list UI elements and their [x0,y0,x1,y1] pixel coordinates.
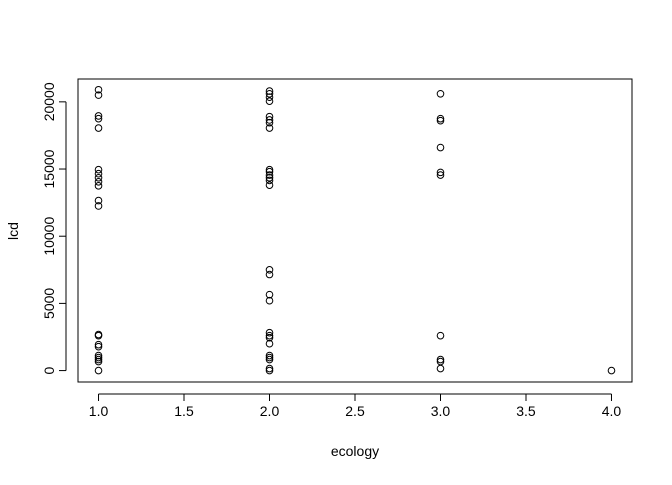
point [265,176,274,185]
x-axis-label: ecology [331,443,379,459]
point [607,366,616,375]
point [265,97,274,105]
plot-box [77,78,633,383]
point [436,116,445,125]
point [94,182,103,190]
point [94,202,103,210]
point [94,85,103,94]
x-tick-label: 3.0 [431,403,451,419]
point [265,165,274,174]
point [265,181,274,189]
point [265,93,274,101]
point [265,270,274,279]
x-tick-label: 4.0 [602,403,622,419]
point [436,331,445,340]
x-tick-label: 1.5 [174,403,194,419]
point [94,169,103,178]
point [265,124,274,132]
point [94,91,103,99]
y-tick-label: 15000 [41,149,57,188]
x-tick-label: 2.5 [345,403,365,419]
point [265,112,274,121]
point [94,112,103,120]
point [265,364,274,373]
point [436,143,445,152]
y-tick-label: 0 [41,366,57,374]
x-tick-label: 1.0 [89,403,109,419]
y-tick-label: 5000 [41,288,57,319]
point [94,196,103,205]
point [94,340,103,349]
point [94,366,103,375]
point [436,89,445,98]
point [436,114,445,123]
point [265,290,274,299]
point [265,173,274,182]
point [265,333,274,342]
point [265,87,274,95]
x-tick-label: 3.5 [516,403,536,419]
point [436,355,445,364]
point [265,353,274,362]
point [265,296,274,305]
point [265,116,274,124]
point [94,114,103,123]
point [265,89,274,98]
point [265,167,274,176]
point [265,266,274,274]
point [94,355,103,364]
point [265,351,274,360]
point [94,342,103,351]
point [265,118,274,127]
point [265,339,274,348]
point [94,124,103,132]
point [94,357,103,366]
point [94,173,103,182]
point [94,165,103,174]
point [265,171,274,179]
point [436,171,445,179]
x-tick-label: 2.0 [260,403,280,419]
point [436,364,445,373]
point [436,168,445,177]
y-tick-label: 20000 [41,82,57,121]
point [94,177,103,186]
point [94,351,103,360]
point [265,328,274,337]
point [265,331,274,340]
y-axis-label: lcd [5,222,21,240]
y-tick-label: 10000 [41,217,57,256]
point [265,355,274,364]
point [94,331,103,340]
point [265,366,274,375]
point [94,353,103,362]
